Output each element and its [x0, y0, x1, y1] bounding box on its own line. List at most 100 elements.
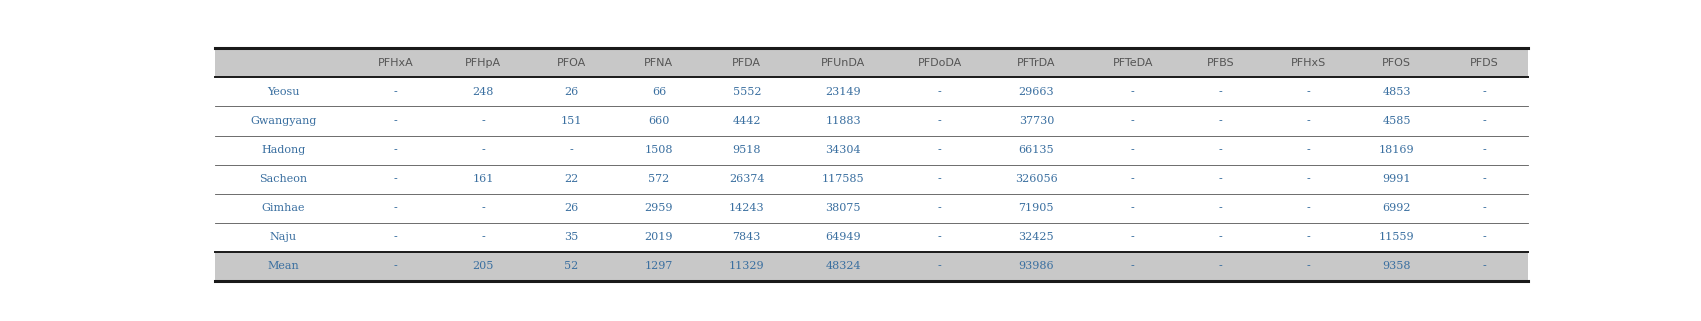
Text: -: -: [1306, 232, 1310, 242]
Text: -: -: [1220, 232, 1223, 242]
Text: 326056: 326056: [1015, 174, 1058, 184]
Text: -: -: [937, 232, 942, 242]
Text: -: -: [1306, 145, 1310, 155]
Text: Naju: Naju: [270, 232, 298, 242]
Text: PFHxA: PFHxA: [378, 58, 413, 68]
Text: -: -: [1483, 261, 1487, 271]
Text: 71905: 71905: [1019, 203, 1055, 213]
Text: -: -: [1131, 145, 1135, 155]
Text: -: -: [937, 145, 942, 155]
Text: -: -: [1220, 87, 1223, 97]
Text: -: -: [481, 145, 485, 155]
Text: 22: 22: [565, 174, 578, 184]
Text: -: -: [1483, 203, 1487, 213]
Text: -: -: [1131, 203, 1135, 213]
Text: -: -: [481, 203, 485, 213]
Text: -: -: [1483, 232, 1487, 242]
Text: 1508: 1508: [645, 145, 674, 155]
Text: PFDA: PFDA: [731, 58, 762, 68]
Text: -: -: [937, 174, 942, 184]
Text: PFTrDA: PFTrDA: [1017, 58, 1056, 68]
Text: -: -: [481, 232, 485, 242]
Text: -: -: [1131, 87, 1135, 97]
Text: -: -: [1306, 203, 1310, 213]
Text: -: -: [1483, 174, 1487, 184]
Text: -: -: [1220, 203, 1223, 213]
Text: 5552: 5552: [733, 87, 760, 97]
Text: 2959: 2959: [645, 203, 674, 213]
Text: -: -: [1306, 116, 1310, 126]
Text: PFHpA: PFHpA: [464, 58, 502, 68]
Text: 9518: 9518: [733, 145, 760, 155]
Text: -: -: [1483, 145, 1487, 155]
Text: 32425: 32425: [1019, 232, 1055, 242]
Text: 2019: 2019: [645, 232, 674, 242]
Text: 4585: 4585: [1383, 116, 1410, 126]
Text: 7843: 7843: [733, 232, 760, 242]
Text: 9991: 9991: [1383, 174, 1410, 184]
Text: 117585: 117585: [822, 174, 864, 184]
Text: 11883: 11883: [825, 116, 861, 126]
Text: PFNA: PFNA: [645, 58, 674, 68]
Text: 35: 35: [565, 232, 578, 242]
Text: 248: 248: [473, 87, 493, 97]
Text: Yeosu: Yeosu: [267, 87, 299, 97]
Text: 37730: 37730: [1019, 116, 1055, 126]
Text: 11329: 11329: [730, 261, 764, 271]
Text: -: -: [1131, 232, 1135, 242]
Text: 93986: 93986: [1019, 261, 1055, 271]
Text: Gimhae: Gimhae: [262, 203, 304, 213]
Text: 14243: 14243: [730, 203, 764, 213]
Text: 4442: 4442: [733, 116, 760, 126]
Text: -: -: [393, 87, 398, 97]
Text: -: -: [937, 116, 942, 126]
Text: PFDS: PFDS: [1470, 58, 1499, 68]
Text: 1297: 1297: [645, 261, 674, 271]
Text: Sacheon: Sacheon: [259, 174, 308, 184]
Text: Hadong: Hadong: [262, 145, 306, 155]
Text: 26374: 26374: [730, 174, 764, 184]
Text: -: -: [1306, 261, 1310, 271]
Text: -: -: [1220, 116, 1223, 126]
Text: -: -: [393, 174, 398, 184]
Text: PFUnDA: PFUnDA: [822, 58, 866, 68]
Text: -: -: [1220, 174, 1223, 184]
Text: -: -: [1131, 261, 1135, 271]
Text: 205: 205: [473, 261, 493, 271]
Text: -: -: [1306, 174, 1310, 184]
Text: 26: 26: [565, 87, 578, 97]
Text: 48324: 48324: [825, 261, 861, 271]
Text: 38075: 38075: [825, 203, 861, 213]
Text: 6992: 6992: [1383, 203, 1410, 213]
Text: 29663: 29663: [1019, 87, 1055, 97]
Text: PFTeDA: PFTeDA: [1112, 58, 1153, 68]
Text: 66135: 66135: [1019, 145, 1055, 155]
Text: -: -: [1220, 261, 1223, 271]
Text: 660: 660: [648, 116, 670, 126]
Text: -: -: [1131, 174, 1135, 184]
Text: 161: 161: [473, 174, 493, 184]
Text: 52: 52: [565, 261, 578, 271]
Text: 64949: 64949: [825, 232, 861, 242]
Text: -: -: [1483, 87, 1487, 97]
Text: 151: 151: [560, 116, 582, 126]
Text: 26: 26: [565, 203, 578, 213]
Text: 4853: 4853: [1383, 87, 1410, 97]
Text: -: -: [393, 145, 398, 155]
Text: Mean: Mean: [267, 261, 299, 271]
Text: -: -: [393, 261, 398, 271]
Text: PFOS: PFOS: [1381, 58, 1410, 68]
Text: -: -: [937, 203, 942, 213]
Text: PFDoDA: PFDoDA: [919, 58, 963, 68]
Text: -: -: [393, 116, 398, 126]
Text: -: -: [937, 261, 942, 271]
Text: -: -: [1306, 87, 1310, 97]
Text: -: -: [937, 87, 942, 97]
Text: PFOA: PFOA: [556, 58, 585, 68]
Text: -: -: [570, 145, 573, 155]
Text: 18169: 18169: [1378, 145, 1414, 155]
Text: -: -: [481, 116, 485, 126]
Text: -: -: [1131, 116, 1135, 126]
Text: 11559: 11559: [1378, 232, 1414, 242]
Text: 9358: 9358: [1383, 261, 1410, 271]
